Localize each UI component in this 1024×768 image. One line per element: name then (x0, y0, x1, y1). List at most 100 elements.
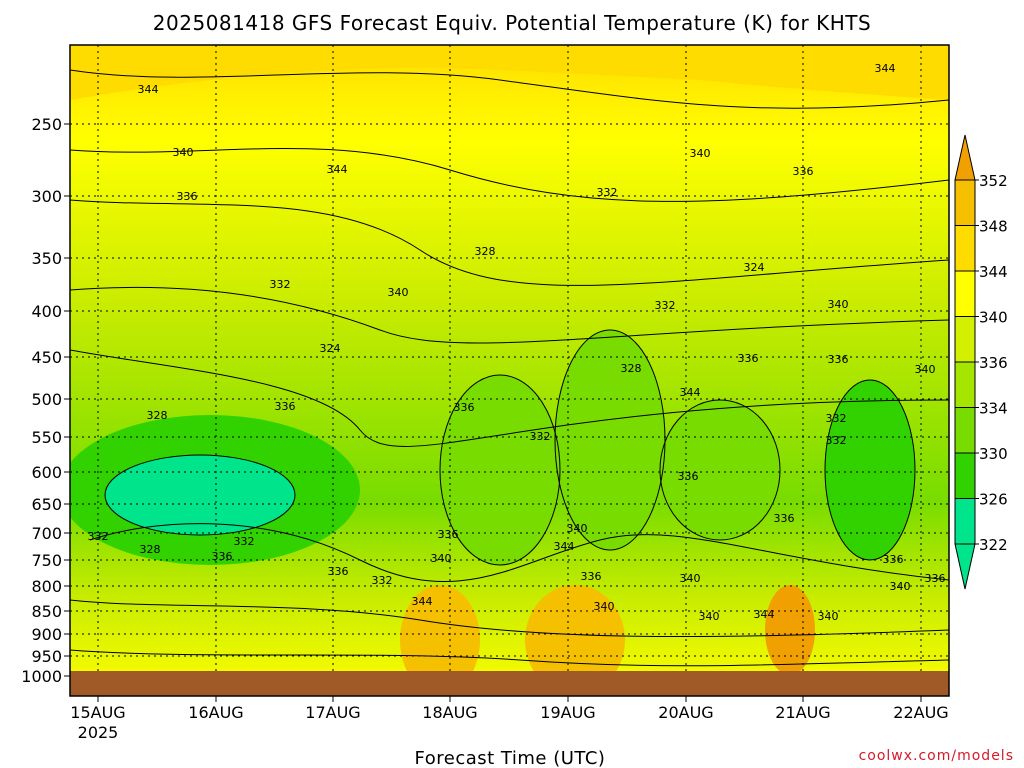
contour-label: 340 (690, 147, 711, 160)
y-tick-label: 350 (31, 249, 62, 268)
colorbar-segment (954, 270, 976, 317)
contour-label: 340 (828, 298, 849, 311)
colorbar-label: 344 (979, 263, 1008, 281)
contour-label: 336 (454, 401, 475, 414)
contour-lines (70, 69, 949, 667)
colorbar-label: 334 (979, 400, 1008, 418)
x-tick-label: 21AUG (775, 703, 830, 722)
contour-label: 328 (475, 245, 496, 258)
colorbar-segment (954, 361, 976, 408)
colorbar-segment (954, 179, 976, 226)
y-tick-label: 850 (31, 602, 62, 621)
contour-label: 340 (567, 522, 588, 535)
chart-title: 2025081418 GFS Forecast Equiv. Potential… (153, 11, 871, 35)
high-theta-region-a (400, 585, 480, 695)
contour-label: 332 (530, 430, 551, 443)
contour-label: 332 (270, 278, 291, 291)
contour-label: 336 (328, 565, 349, 578)
contour-label: 340 (890, 580, 911, 593)
contour-label: 336 (793, 165, 814, 178)
colorbar-label: 336 (979, 354, 1008, 372)
contour-label: 344 (680, 386, 701, 399)
contour-label: 344 (875, 62, 896, 75)
y-tick-label: 450 (31, 348, 62, 367)
contour-label: 344 (327, 163, 348, 176)
x-tick-label: 22AUG (893, 703, 948, 722)
plot-area: 344 340 336 332 328 324 344 340 336 332 328 324 340 3… (70, 45, 949, 696)
contour-label: 344 (754, 608, 775, 621)
contour-label: 332 (234, 535, 255, 548)
x-year-label: 2025 (78, 723, 119, 742)
contour-label: 328 (621, 362, 642, 375)
y-tick-label: 900 (31, 625, 62, 644)
x-tick-label: 20AUG (658, 703, 713, 722)
colorbar-label: 348 (979, 218, 1008, 236)
contour-label: 328 (140, 543, 161, 556)
x-tick-label: 19AUG (540, 703, 595, 722)
credit-label: coolwx.com/models (859, 748, 1014, 764)
low-theta-region-b (440, 375, 560, 565)
contour-line (89, 523, 949, 582)
y-tick-label: 250 (31, 115, 62, 134)
y-tick-label: 1000 (21, 667, 62, 686)
contour-label: 344 (554, 540, 575, 553)
contour-label: 324 (744, 261, 765, 274)
contour-label: 324 (320, 342, 341, 355)
y-tick-label: 950 (31, 647, 62, 666)
x-tick-label: 15AUG (70, 703, 125, 722)
surface-terrain (70, 671, 949, 696)
colorbar-label: 352 (979, 172, 1008, 190)
contour-label: 336 (275, 400, 296, 413)
x-axis: 15AUG 16AUG 17AUG 18AUG 19AUG 20AUG 21AUG 22AUG (70, 696, 949, 722)
plot-background (70, 45, 949, 696)
contour-label: 336 (774, 512, 795, 525)
x-axis-label: Forecast Time (UTC) (415, 748, 606, 768)
contour-label: 332 (88, 530, 109, 543)
contour-label: 328 (147, 409, 168, 422)
contour-line (554, 329, 666, 551)
contour-line (659, 399, 781, 541)
contour-label: 332 (826, 434, 847, 447)
contour-label: 332 (826, 412, 847, 425)
colorbar-segment (954, 316, 976, 363)
y-tick-label: 550 (31, 428, 62, 447)
colorbar-segment (954, 225, 976, 272)
colorbar-label: 322 (979, 536, 1008, 554)
contour-label: 344 (412, 595, 433, 608)
colorbar-label: 340 (979, 309, 1008, 327)
y-tick-label: 750 (31, 551, 62, 570)
contour-line (70, 199, 949, 286)
contour-line (70, 599, 949, 638)
colorbar-top-arrow (954, 134, 976, 181)
contour-label: 340 (699, 610, 720, 623)
contour-label: 340 (173, 146, 194, 159)
colorbar-segment (954, 452, 976, 499)
y-tick-label: 500 (31, 390, 62, 409)
upper-warm-band (70, 45, 949, 100)
low-theta-region-d (660, 400, 780, 540)
x-tick-label: 16AUG (188, 703, 243, 722)
y-tick-label: 800 (31, 577, 62, 596)
contour-label: 340 (431, 552, 452, 565)
contour-label: 336 (438, 528, 459, 541)
colorbar-label: 330 (979, 445, 1008, 463)
contour-label: 332 (655, 299, 676, 312)
low-theta-region-e (825, 380, 915, 560)
colorbar: 352 348 344 340 336 334 330 326 322 (954, 134, 1008, 590)
contour-labels: 344 340 336 332 328 324 344 340 336 332 328 324 340 3… (88, 62, 946, 623)
contour-line (70, 69, 949, 109)
grid-lines (70, 45, 949, 696)
plot-frame (69, 44, 950, 697)
contour-label: 340 (818, 610, 839, 623)
x-tick-label: 18AUG (422, 703, 477, 722)
contour-label: 336 (581, 570, 602, 583)
contour-line (439, 374, 561, 566)
y-tick-label: 600 (31, 463, 62, 482)
contour-label: 332 (597, 186, 618, 199)
y-tick-label: 650 (31, 495, 62, 514)
contour-label: 344 (138, 83, 159, 96)
low-theta-core-a (105, 455, 295, 535)
low-theta-region-c (555, 330, 665, 550)
contour-line (70, 148, 949, 202)
colorbar-segment (954, 498, 976, 545)
